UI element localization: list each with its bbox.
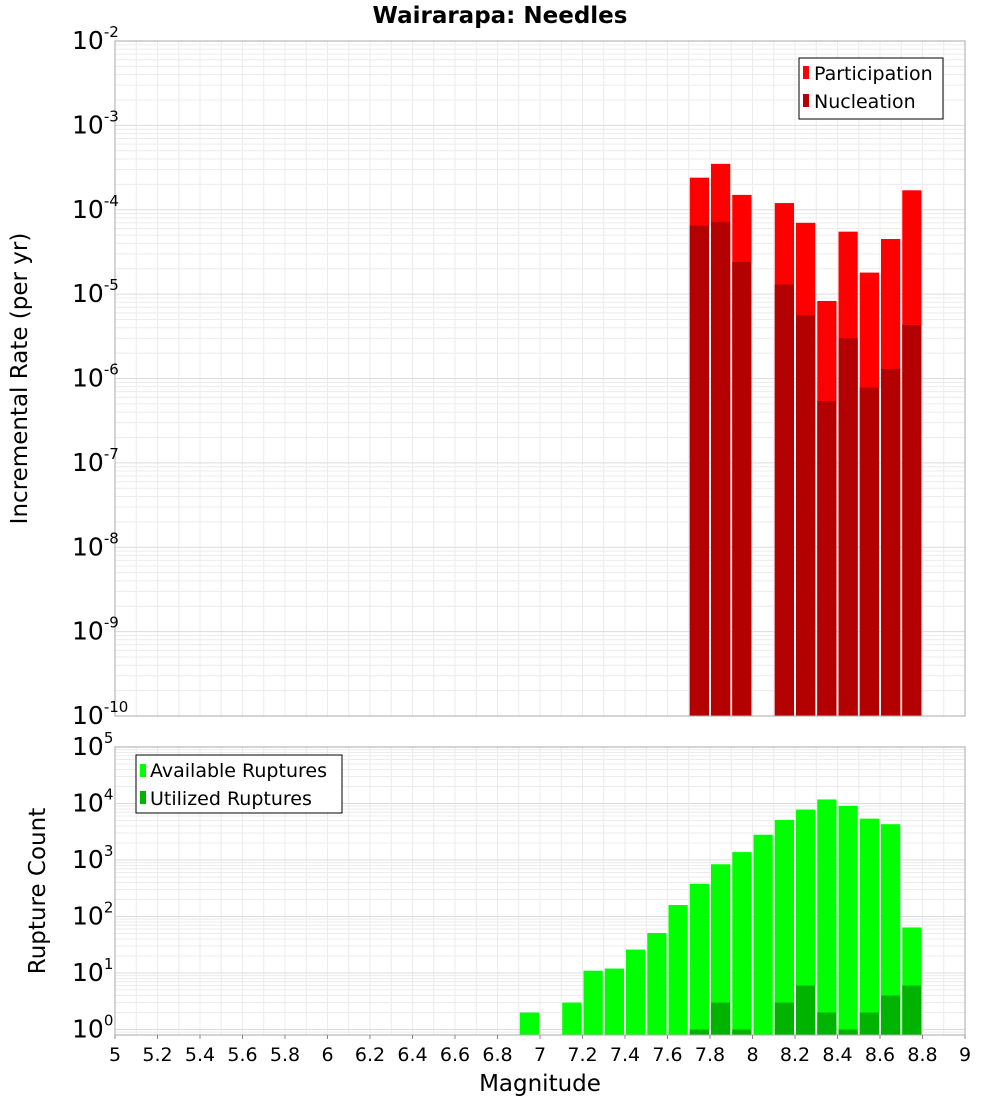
nucleation-bar — [838, 338, 858, 716]
x-tick-label: 9 — [959, 1044, 971, 1066]
utilized-ruptures-bar — [838, 1029, 858, 1035]
x-tick-label: 6 — [321, 1044, 333, 1066]
nucleation-bar — [902, 325, 922, 716]
utilized-ruptures-bar — [711, 1002, 731, 1035]
nucleation-bar — [732, 262, 752, 716]
top-legend: Participation Nucleation — [798, 57, 944, 120]
bottom-y-axis-label: Rupture Count — [25, 808, 51, 974]
available-ruptures-bar — [774, 820, 794, 1035]
utilized-ruptures-bar — [732, 1029, 752, 1035]
utilized-ruptures-bar — [796, 985, 816, 1035]
y-tick-label: 10-3 — [72, 107, 119, 139]
x-tick-label: 5 — [109, 1044, 121, 1066]
x-tick-label: 8 — [746, 1044, 758, 1066]
x-tick-label: 6.2 — [355, 1044, 385, 1066]
utilized-ruptures-bar — [859, 1012, 879, 1035]
utilized-ruptures-bar — [689, 1029, 709, 1035]
nucleation-bar — [796, 315, 816, 716]
y-tick-label: 103 — [72, 842, 113, 874]
x-tick-label: 7.2 — [567, 1044, 597, 1066]
participation-nucleation-plot: 10-2 10-3 10-4 10-5 10-6 10-7 10-8 10-9 10-10 In… — [7, 23, 966, 730]
participation-legend-swatch — [803, 66, 809, 79]
bottom-bars — [519, 799, 922, 1035]
top-y-tick-labels: 10-2 10-3 10-4 10-5 10-6 10-7 10-8 10-9 10-10 — [72, 23, 128, 730]
top-plot-frame — [114, 40, 966, 717]
nucleation-bar — [774, 284, 794, 716]
x-tick-label: 8.6 — [865, 1044, 895, 1066]
x-tick-label: 5.4 — [185, 1044, 215, 1066]
x-tick-labels: 5 5.2 5.4 5.6 5.8 6 6.2 6.4 6.6 6.8 7 7.2 7.4 7.6 7.8 8… — [109, 1035, 971, 1066]
x-tick-label: 5.8 — [270, 1044, 300, 1066]
available-ruptures-bar — [562, 1002, 582, 1035]
x-tick-label: 8.4 — [822, 1044, 852, 1066]
utilized-ruptures-bar — [881, 995, 901, 1035]
nucleation-bar — [711, 221, 731, 716]
top-bars — [689, 163, 922, 717]
nucleation-bar — [689, 225, 709, 716]
chart-title: Wairarapa: Needles — [373, 3, 628, 29]
x-tick-label: 6.6 — [440, 1044, 470, 1066]
x-tick-label: 8.8 — [907, 1044, 937, 1066]
y-tick-label: 10-10 — [72, 698, 128, 730]
y-tick-label: 10-5 — [72, 276, 119, 308]
x-tick-label: 7.8 — [695, 1044, 725, 1066]
available-ruptures-bar — [732, 852, 752, 1035]
available-ruptures-bar — [796, 809, 816, 1035]
nucleation-bar — [859, 387, 879, 716]
utilized-legend-label: Utilized Ruptures — [150, 788, 312, 810]
x-tick-label: 6.8 — [482, 1044, 512, 1066]
y-tick-label: 10-9 — [72, 614, 119, 646]
y-tick-label: 104 — [72, 786, 113, 818]
available-ruptures-bar — [689, 883, 709, 1035]
y-tick-label: 105 — [72, 729, 113, 761]
utilized-ruptures-bar — [774, 1002, 794, 1035]
available-ruptures-bar — [604, 968, 624, 1035]
top-grid — [114, 40, 966, 717]
bottom-legend-box — [135, 754, 343, 814]
y-tick-label: 101 — [72, 955, 113, 987]
available-ruptures-bar — [711, 864, 731, 1035]
y-tick-label: 10-4 — [72, 192, 119, 224]
available-ruptures-bar — [859, 818, 879, 1035]
bottom-y-tick-labels: 105 104 103 102 101 100 — [72, 729, 113, 1044]
nucleation-bar — [881, 368, 901, 716]
top-legend-box — [798, 57, 944, 120]
y-tick-label: 10-8 — [72, 529, 119, 561]
bottom-legend: Available Ruptures Utilized Ruptures — [135, 754, 343, 814]
x-tick-label: 7.4 — [610, 1044, 640, 1066]
available-ruptures-bar — [881, 824, 901, 1035]
x-tick-label: 5.6 — [227, 1044, 257, 1066]
x-tick-label: 5.2 — [142, 1044, 172, 1066]
nucleation-bar — [817, 401, 837, 716]
utilized-ruptures-bar — [902, 985, 922, 1035]
rupture-count-plot: 105 104 103 102 101 100 Rupture Count Availab… — [25, 729, 971, 1097]
available-ruptures-bar — [838, 805, 858, 1035]
available-ruptures-bar — [626, 949, 646, 1035]
available-ruptures-bar — [668, 904, 688, 1035]
y-tick-label: 10-6 — [72, 361, 119, 393]
available-legend-swatch — [140, 764, 146, 777]
available-ruptures-bar — [583, 970, 603, 1035]
x-tick-label: 7.6 — [652, 1044, 682, 1066]
x-tick-label: 7 — [534, 1044, 546, 1066]
utilized-ruptures-bar — [817, 1012, 837, 1035]
y-tick-label: 102 — [72, 899, 113, 931]
nucleation-legend-label: Nucleation — [814, 91, 916, 113]
utilized-legend-swatch — [140, 791, 146, 804]
participation-legend-label: Participation — [814, 63, 933, 85]
x-axis-label: Magnitude — [479, 1071, 601, 1097]
available-legend-label: Available Ruptures — [150, 760, 327, 782]
x-tick-label: 6.4 — [397, 1044, 427, 1066]
available-ruptures-bar — [647, 933, 667, 1035]
y-tick-label: 10-7 — [72, 445, 119, 477]
top-y-axis-label: Incremental Rate (per yr) — [7, 233, 33, 525]
available-ruptures-bar — [817, 799, 837, 1035]
available-ruptures-bar — [519, 1012, 539, 1035]
available-ruptures-bar — [753, 834, 773, 1035]
y-tick-label: 10-2 — [72, 23, 119, 55]
x-tick-label: 8.2 — [780, 1044, 810, 1066]
nucleation-legend-swatch — [803, 94, 809, 107]
y-tick-label: 100 — [72, 1012, 113, 1044]
